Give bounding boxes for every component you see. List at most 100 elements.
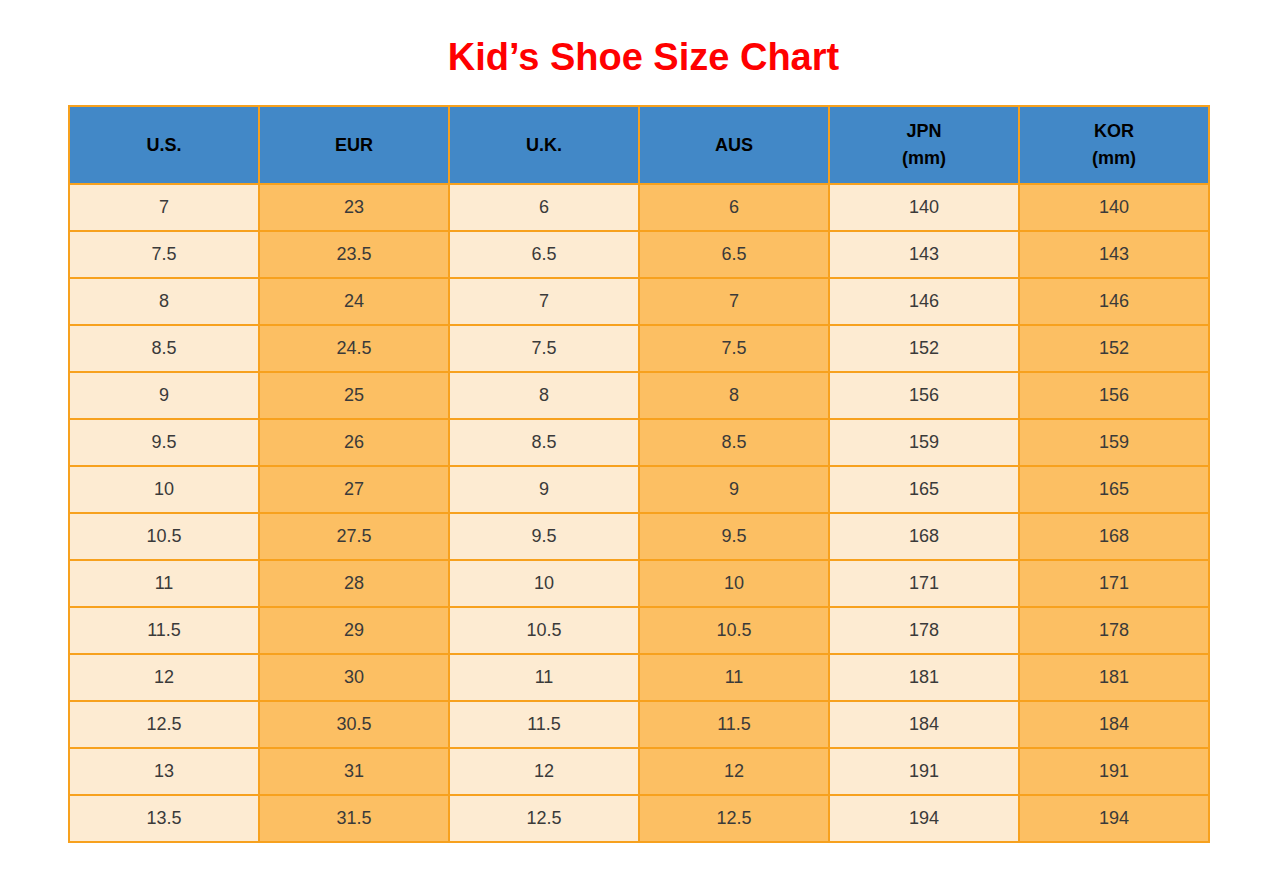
table-cell-kor: 165 [1019, 466, 1209, 513]
table-row: 102799165165 [69, 466, 1209, 513]
table-cell-u-s: 13 [69, 748, 259, 795]
table-cell-aus: 8.5 [639, 419, 829, 466]
table-cell-aus: 7.5 [639, 325, 829, 372]
table-cell-u-s: 11.5 [69, 607, 259, 654]
table-cell-kor: 184 [1019, 701, 1209, 748]
table-cell-jpn: 168 [829, 513, 1019, 560]
table-cell-kor: 140 [1019, 184, 1209, 231]
column-header-u-s: U.S. [69, 106, 259, 184]
page-title: Kid’s Shoe Size Chart [0, 0, 1287, 79]
table-cell-u-k: 8 [449, 372, 639, 419]
table-cell-u-k: 8.5 [449, 419, 639, 466]
table-cell-aus: 11 [639, 654, 829, 701]
column-header-label: JPN [831, 118, 1017, 145]
header-row: U.S.EURU.K.AUSJPN(mm)KOR(mm) [69, 106, 1209, 184]
table-cell-eur: 23.5 [259, 231, 449, 278]
table-cell-u-s: 10 [69, 466, 259, 513]
table-cell-u-s: 12.5 [69, 701, 259, 748]
table-cell-aus: 9.5 [639, 513, 829, 560]
column-header-label: AUS [641, 132, 827, 159]
table-cell-eur: 26 [259, 419, 449, 466]
table-cell-kor: 146 [1019, 278, 1209, 325]
table-cell-eur: 27.5 [259, 513, 449, 560]
table-cell-u-s: 7 [69, 184, 259, 231]
column-header-eur: EUR [259, 106, 449, 184]
column-header-label: U.S. [71, 132, 257, 159]
table-cell-u-s: 8 [69, 278, 259, 325]
page: Kid’s Shoe Size Chart U.S.EURU.K.AUSJPN(… [0, 0, 1287, 874]
table-cell-u-k: 10 [449, 560, 639, 607]
table-row: 92588156156 [69, 372, 1209, 419]
table-cell-u-s: 13.5 [69, 795, 259, 842]
column-header-sublabel: (mm) [831, 145, 1017, 172]
table-cell-u-s: 11 [69, 560, 259, 607]
table-cell-eur: 31.5 [259, 795, 449, 842]
table-cell-u-k: 6 [449, 184, 639, 231]
table-cell-u-s: 9.5 [69, 419, 259, 466]
table-cell-eur: 30 [259, 654, 449, 701]
table-cell-eur: 31 [259, 748, 449, 795]
table-cell-u-s: 10.5 [69, 513, 259, 560]
table-cell-jpn: 156 [829, 372, 1019, 419]
table-cell-eur: 24 [259, 278, 449, 325]
table-cell-aus: 6 [639, 184, 829, 231]
table-cell-jpn: 178 [829, 607, 1019, 654]
table-cell-eur: 23 [259, 184, 449, 231]
table-cell-u-k: 12 [449, 748, 639, 795]
table-row: 8.524.57.57.5152152 [69, 325, 1209, 372]
table-row: 13.531.512.512.5194194 [69, 795, 1209, 842]
table-cell-jpn: 181 [829, 654, 1019, 701]
table-cell-jpn: 152 [829, 325, 1019, 372]
table-cell-kor: 194 [1019, 795, 1209, 842]
table-cell-aus: 8 [639, 372, 829, 419]
table-cell-u-s: 8.5 [69, 325, 259, 372]
column-header-label: U.K. [451, 132, 637, 159]
table-cell-u-k: 7.5 [449, 325, 639, 372]
table-cell-eur: 27 [259, 466, 449, 513]
table-cell-eur: 30.5 [259, 701, 449, 748]
table-cell-jpn: 184 [829, 701, 1019, 748]
table-cell-aus: 6.5 [639, 231, 829, 278]
table-cell-kor: 171 [1019, 560, 1209, 607]
table-row: 82477146146 [69, 278, 1209, 325]
table-cell-kor: 191 [1019, 748, 1209, 795]
table-cell-u-s: 9 [69, 372, 259, 419]
table-row: 11.52910.510.5178178 [69, 607, 1209, 654]
table-cell-kor: 159 [1019, 419, 1209, 466]
table-cell-kor: 181 [1019, 654, 1209, 701]
table-cell-eur: 29 [259, 607, 449, 654]
table-cell-aus: 9 [639, 466, 829, 513]
table-cell-jpn: 191 [829, 748, 1019, 795]
table-cell-aus: 10 [639, 560, 829, 607]
shoe-size-table: U.S.EURU.K.AUSJPN(mm)KOR(mm) 72366140140… [68, 105, 1210, 843]
column-header-jpn-mm: JPN(mm) [829, 106, 1019, 184]
table-cell-kor: 152 [1019, 325, 1209, 372]
shoe-size-table-container: U.S.EURU.K.AUSJPN(mm)KOR(mm) 72366140140… [68, 105, 1210, 843]
table-cell-jpn: 140 [829, 184, 1019, 231]
column-header-u-k: U.K. [449, 106, 639, 184]
table-cell-jpn: 146 [829, 278, 1019, 325]
table-cell-jpn: 171 [829, 560, 1019, 607]
table-row: 13311212191191 [69, 748, 1209, 795]
table-cell-aus: 10.5 [639, 607, 829, 654]
table-cell-kor: 168 [1019, 513, 1209, 560]
table-cell-u-k: 12.5 [449, 795, 639, 842]
table-cell-eur: 24.5 [259, 325, 449, 372]
table-cell-u-k: 11.5 [449, 701, 639, 748]
table-row: 12301111181181 [69, 654, 1209, 701]
table-row: 7.523.56.56.5143143 [69, 231, 1209, 278]
table-cell-u-k: 11 [449, 654, 639, 701]
column-header-sublabel: (mm) [1021, 145, 1207, 172]
table-row: 10.527.59.59.5168168 [69, 513, 1209, 560]
table-cell-jpn: 143 [829, 231, 1019, 278]
table-cell-aus: 7 [639, 278, 829, 325]
table-cell-kor: 143 [1019, 231, 1209, 278]
table-row: 9.5268.58.5159159 [69, 419, 1209, 466]
table-cell-u-k: 9 [449, 466, 639, 513]
table-cell-eur: 25 [259, 372, 449, 419]
table-cell-u-k: 10.5 [449, 607, 639, 654]
table-cell-u-k: 9.5 [449, 513, 639, 560]
table-cell-aus: 11.5 [639, 701, 829, 748]
table-cell-u-k: 7 [449, 278, 639, 325]
table-cell-jpn: 165 [829, 466, 1019, 513]
